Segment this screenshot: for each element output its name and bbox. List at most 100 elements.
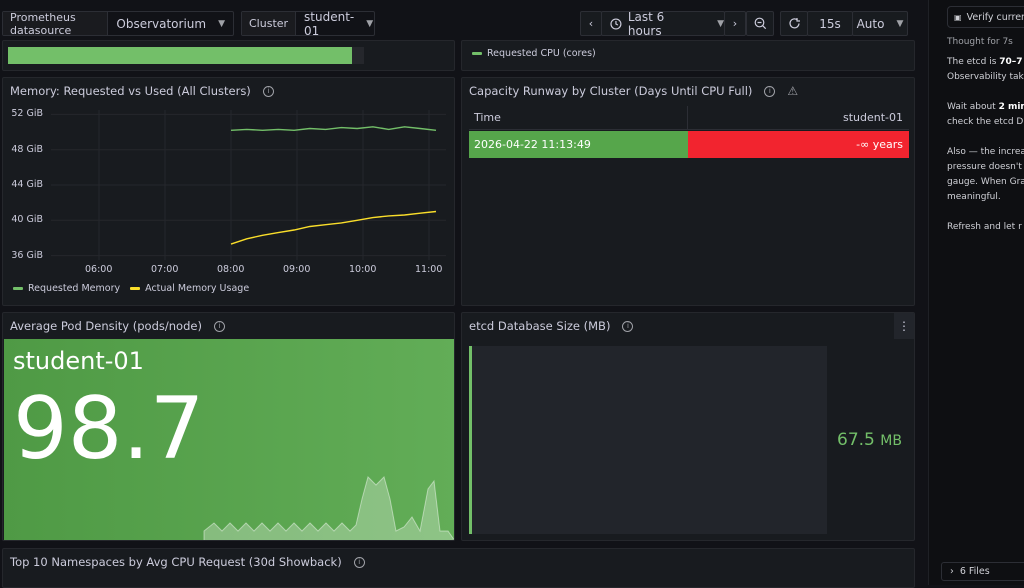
chevron-right-icon: › [950,566,954,577]
panel-title: etcd Database Size (MB) [469,319,611,333]
cluster-label: Cluster [242,12,297,35]
files-bar[interactable]: › 6 Files [941,562,1024,581]
refresh-mode-picker[interactable]: Auto ▼ [852,11,908,36]
bar-gauge-track [469,346,827,534]
message-line: The etcd is 70–7 [947,55,1023,70]
thought-duration[interactable]: Thought for 7s [947,37,1013,47]
message-line: meaningful. [947,190,1001,205]
memory-legend: Requested Memory Actual Memory Usage [13,283,249,294]
chevron-right-icon: › [732,17,738,30]
message-text: check the etcd D [947,117,1024,127]
x-tick-label: 07:00 [151,264,179,275]
refresh-interval-value[interactable]: 15s [807,11,853,36]
memory-panel-header: Memory: Requested vs Used (All Clusters)… [10,84,274,98]
cluster-value-wrap: student-01 ▼ [296,10,381,38]
time-range-value: Last 6 hours [627,9,665,38]
info-icon[interactable]: i [213,320,225,332]
sparkline [203,476,454,540]
panel-title: Average Pod Density (pods/node) [10,319,202,333]
message-line: pressure doesn't [947,160,1022,175]
warning-icon[interactable]: ⚠ [787,84,799,98]
datasource-picker[interactable]: Prometheus datasource Observatorium ▼ [2,11,234,37]
assistant-pane: ▣ Verify curren Thought for 7s The etcd … [928,0,1024,585]
x-tick-label: 06:00 [85,264,113,275]
memory-panel: Memory: Requested vs Used (All Clusters)… [2,77,455,306]
y-tick-label: 44 GiB [11,179,43,190]
message-text: Wait about [947,102,999,112]
message-line: Wait about 2 min [947,100,1024,115]
message-text: meaningful. [947,192,1001,202]
message-line: Also — the increa [947,145,1024,160]
datasource-value: Observatorium [116,16,207,31]
cpu-bar-fill [8,47,352,64]
table-cell-time: 2026-04-22 11:13:49 [469,131,688,158]
chevron-down-icon: ▼ [366,18,374,29]
datasource-label: Prometheus datasource [3,11,109,37]
panel-title: Capacity Runway by Cluster (Days Until C… [469,84,753,98]
datasource-value-wrap: Observatorium ▼ [108,17,233,31]
memory-chart[interactable] [51,110,446,260]
refresh-icon [788,18,800,29]
message-line: gauge. When Gra [947,175,1024,190]
time-shift-back-button[interactable]: ‹ [580,11,602,36]
cluster-picker[interactable]: Cluster student-01 ▼ [241,10,375,38]
message-emphasis: 70–7 [999,57,1023,67]
verify-button-label: Verify curren [966,11,1024,23]
namespaces-panel-header: Top 10 Namespaces by Avg CPU Request (30… [10,555,365,569]
chevron-left-icon: ‹ [588,17,594,30]
column-header-cluster[interactable]: student-01 [842,111,903,124]
runway-panel-header: Capacity Runway by Cluster (Days Until C… [469,84,798,98]
namespaces-panel: Top 10 Namespaces by Avg CPU Request (30… [2,548,915,588]
requested-cpu-legend: Requested CPU (cores) [472,48,596,59]
zoom-out-button[interactable] [746,11,774,36]
legend-item[interactable]: Requested CPU (cores) [472,48,596,59]
time-range-picker[interactable]: Last 6 hours ▼ [601,9,725,38]
info-icon[interactable]: i [262,85,274,97]
legend-label: Actual Memory Usage [145,283,250,294]
message-text: Also — the increa [947,147,1024,157]
message-line: Observability tak [947,70,1024,85]
x-tick-label: 11:00 [415,264,443,275]
pod-density-panel: Average Pod Density (pods/node) i studen… [2,312,455,541]
cpu-bar-panel [2,40,455,71]
table-header-row: Time student-01 [469,106,909,130]
y-tick-label: 52 GiB [11,108,43,120]
runway-panel: Capacity Runway by Cluster (Days Until C… [461,77,915,306]
panel-menu-button[interactable]: ⋮ [894,313,914,339]
y-tick-label: 48 GiB [11,143,43,155]
table-cell-runway: -∞ years [688,131,909,158]
info-icon[interactable]: i [353,556,365,568]
requested-cpu-panel: Requested CPU (cores) [461,40,915,71]
x-tick-label: 08:00 [217,264,245,275]
stat-cluster-name: student-01 [13,347,144,375]
legend-label: Requested Memory [28,283,121,294]
y-tick-label: 40 GiB [11,214,43,226]
series-line-actual-memory[interactable] [230,210,437,245]
stat-background[interactable]: student-01 98.7 [4,339,454,540]
chevron-down-icon: ▼ [896,18,904,29]
chevron-down-icon: ▼ [218,18,225,29]
cluster-value: student-01 [304,9,355,38]
info-icon[interactable]: i [622,320,634,332]
legend-label: Requested CPU (cores) [487,48,596,59]
column-header-time[interactable]: Time [469,106,688,129]
info-icon[interactable]: i [764,85,776,97]
refresh-button[interactable] [780,11,808,36]
pod-density-panel-header: Average Pod Density (pods/node) i [10,319,225,333]
legend-item-requested[interactable]: Requested Memory [13,283,120,294]
time-shift-forward-button[interactable]: › [724,11,746,36]
cpu-bar-track [352,47,364,64]
runway-table: Time student-01 2026-04-22 11:13:49 -∞ y… [469,106,909,158]
series-line-requested-memory[interactable] [230,126,437,132]
legend-item-actual[interactable]: Actual Memory Usage [130,283,249,294]
table-row[interactable]: 2026-04-22 11:13:49 -∞ years [469,131,909,158]
y-tick-label: 36 GiB [11,249,43,261]
x-tick-label: 09:00 [283,264,311,275]
message-text: Refresh and let r [947,222,1022,232]
zoom-out-icon [754,17,766,30]
clock-icon [610,17,622,30]
verify-button[interactable]: ▣ Verify curren [947,6,1024,28]
etcd-panel: etcd Database Size (MB) i ⋮ 67.5 MB [461,312,915,541]
bar-gauge-number: 67.5 [837,430,875,450]
dashboard-toolbar: Prometheus datasource Observatorium ▼ Cl… [0,0,928,48]
